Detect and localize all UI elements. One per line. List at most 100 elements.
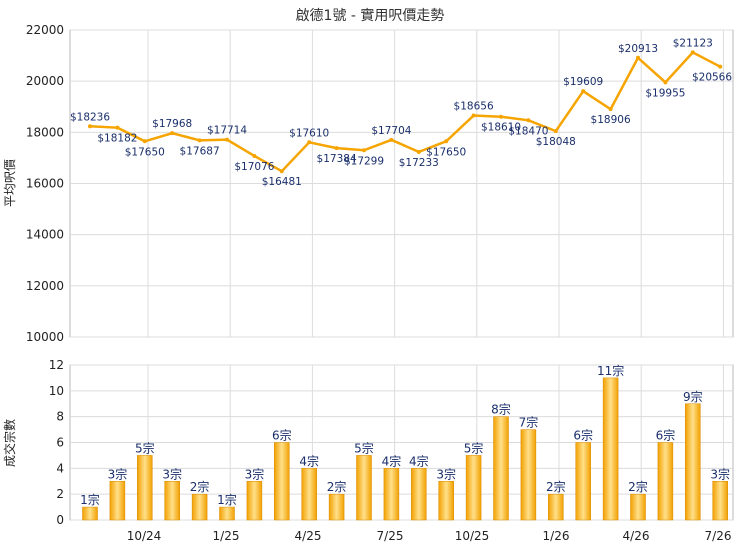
- volume-bar-label: 3宗: [436, 466, 456, 481]
- price-point: [115, 125, 120, 130]
- volume-bar-label: 5宗: [354, 440, 374, 455]
- x-tick-label: 4/25: [295, 529, 322, 543]
- price-point: [553, 129, 558, 134]
- price-point: [88, 124, 92, 129]
- price-point-label: $17233: [399, 157, 439, 169]
- volume-bar: [712, 481, 728, 521]
- line-y-ticks: 10000 12000 14000 16000 18000 20000 22000: [26, 23, 64, 344]
- line-y-tick-label: 16000: [26, 177, 64, 191]
- bar-y-tick-label: 10: [49, 384, 64, 398]
- price-point-label: $18182: [97, 133, 137, 145]
- line-y-tick-label: 12000: [26, 279, 64, 293]
- price-point: [636, 55, 640, 60]
- volume-bar: [219, 506, 235, 521]
- bar-y-tick-label: 12: [49, 358, 64, 372]
- volume-bar: [109, 481, 126, 521]
- price-point-label: $17704: [371, 125, 411, 137]
- x-tick-label: 7/26: [705, 529, 732, 543]
- price-point: [416, 149, 421, 154]
- volume-bar: [520, 429, 537, 521]
- line-y-tick-label: 18000: [26, 125, 64, 139]
- price-point-label: $17384: [317, 153, 357, 165]
- price-point: [307, 140, 312, 145]
- price-point: [499, 114, 503, 119]
- volume-bar-labels: 1宗 3宗 5宗 3宗 2宗 1宗 3宗 6宗 4宗 2宗 5宗 4宗 4宗 3宗 5宗 8宗 7宗 2宗 6宗 11…: [80, 363, 730, 507]
- price-point-label: $18236: [70, 111, 110, 123]
- volume-bar-label: 2宗: [190, 479, 210, 494]
- price-point: [471, 113, 476, 118]
- volume-bar-label: 4宗: [299, 453, 319, 468]
- volume-bar-label: 8宗: [491, 402, 511, 417]
- volume-bars: [82, 377, 728, 521]
- price-point-label: $20566: [692, 72, 732, 84]
- volume-bar-label: 3宗: [245, 466, 265, 481]
- volume-bar-label: 3宗: [162, 466, 182, 481]
- volume-bar: [164, 481, 180, 521]
- volume-bar-label: 1宗: [80, 492, 100, 507]
- x-tick-label: 7/25: [377, 529, 404, 543]
- price-point: [526, 118, 531, 123]
- chart-title: 啟德1號 - 實用呎價走勢: [296, 7, 445, 24]
- volume-bar: [575, 442, 591, 521]
- line-y-tick-label: 22000: [26, 23, 64, 37]
- price-point-label: $21123: [673, 37, 713, 49]
- volume-bar-label: 3宗: [108, 466, 128, 481]
- volume-bar: [301, 468, 317, 521]
- price-point-label: $19955: [645, 87, 685, 99]
- volume-bar: [685, 403, 701, 521]
- volume-bar-label: 3宗: [710, 466, 730, 481]
- x-tick-label: 4/26: [623, 529, 650, 543]
- price-point-label: $17299: [344, 155, 384, 167]
- volume-bar: [411, 468, 427, 521]
- price-point-label: $19609: [563, 76, 603, 88]
- volume-bar-label: 6宗: [656, 428, 676, 443]
- volume-bar-label: 7宗: [519, 415, 539, 430]
- bar-y-tick-label: 6: [56, 436, 64, 450]
- volume-bar-label: 2宗: [546, 479, 566, 494]
- volume-bar: [246, 481, 263, 521]
- bar-y-tick-label: 8: [56, 410, 64, 424]
- x-tick-label: 10/24: [127, 529, 162, 543]
- price-point-label: $18656: [454, 101, 494, 113]
- x-tick-label: 10/25: [455, 529, 490, 543]
- price-point-label: $18470: [508, 125, 548, 137]
- bar-y-tick-label: 4: [56, 461, 64, 475]
- price-point: [663, 80, 668, 85]
- price-point-label: $17687: [180, 145, 220, 157]
- line-y-tick-label: 14000: [26, 228, 64, 242]
- volume-bar: [82, 506, 98, 521]
- bar-y-axis-label: 成交宗數: [2, 419, 17, 467]
- price-point: [225, 137, 229, 142]
- price-point: [581, 89, 586, 94]
- price-point-label: $20913: [618, 43, 658, 55]
- volume-bar: [465, 455, 482, 521]
- volume-bar-label: 6宗: [573, 428, 593, 443]
- volume-bar: [438, 481, 454, 521]
- price-point: [608, 107, 613, 112]
- price-point-label: $18906: [591, 114, 631, 126]
- price-point-label: $17610: [289, 127, 329, 139]
- volume-bar: [328, 493, 345, 521]
- price-point-label: $17076: [234, 161, 274, 173]
- volume-bar: [548, 493, 564, 521]
- volume-bar-label: 5宗: [464, 440, 484, 455]
- line-y-tick-label: 20000: [26, 74, 64, 88]
- price-point: [444, 139, 449, 144]
- volume-bar: [137, 455, 153, 521]
- price-point-label: $16481: [262, 176, 302, 188]
- volume-bar: [383, 468, 400, 521]
- price-point: [690, 50, 695, 55]
- bar-y-tick-label: 0: [56, 513, 64, 527]
- volume-bar-label: 4宗: [382, 453, 402, 468]
- volume-bar: [274, 442, 290, 521]
- line-y-tick-label: 10000: [26, 330, 64, 344]
- price-point: [718, 64, 723, 69]
- price-point-labels: $18236$18182$17650$17968$17687$17714$170…: [70, 37, 732, 188]
- volume-bar: [356, 455, 372, 521]
- price-point-label: $18610: [481, 122, 521, 134]
- volume-bar-label: 6宗: [272, 428, 292, 443]
- volume-bar-label: 4宗: [409, 453, 429, 468]
- price-point: [197, 138, 202, 143]
- volume-bar: [602, 377, 619, 521]
